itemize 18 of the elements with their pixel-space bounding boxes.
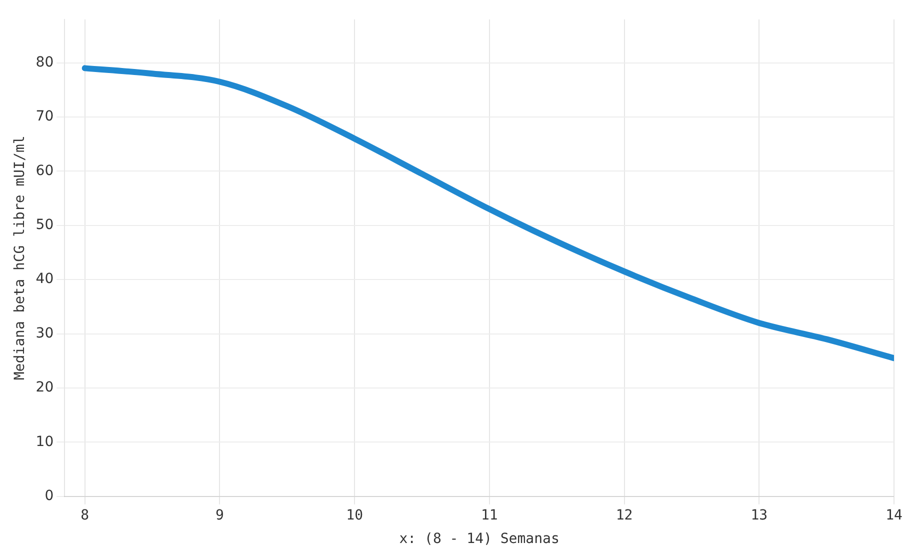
x-tick-label: 13 — [750, 507, 768, 524]
x-tick-label: 9 — [215, 507, 224, 524]
x-tick-label: 12 — [616, 507, 633, 524]
y-tick-label: 50 — [36, 217, 54, 234]
x-tick-label: 10 — [346, 507, 363, 524]
x-tick-label: 14 — [886, 507, 902, 524]
x-axis-title: x: (8 - 14) Semanas — [399, 531, 560, 548]
x-tick-label: 11 — [480, 507, 498, 524]
y-tick-label: 30 — [36, 325, 54, 342]
y-tick-label: 40 — [36, 271, 54, 288]
y-tick-label: 10 — [36, 434, 54, 450]
y-tick-label: 60 — [36, 162, 54, 179]
y-tick-label: 70 — [36, 108, 54, 125]
y-tick-label: 20 — [36, 380, 54, 396]
y-tick-label: 80 — [36, 54, 54, 70]
y-axis-title: Mediana beta hCG libre mUI/ml — [12, 136, 28, 380]
y-tick-label: 0 — [44, 488, 54, 504]
x-tick-label: 8 — [80, 507, 90, 524]
